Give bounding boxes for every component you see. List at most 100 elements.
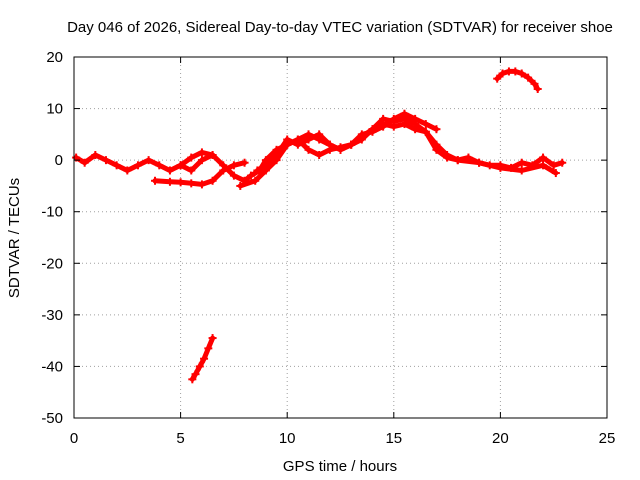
data-point: [524, 73, 533, 82]
data-point: [219, 161, 228, 170]
data-point: [191, 370, 200, 379]
data-point: [229, 161, 238, 170]
y-tick-label: 10: [46, 101, 63, 118]
data-point: [347, 140, 356, 149]
data-point: [558, 158, 567, 167]
data-point: [432, 125, 441, 134]
tick-labels: 0 5 10 15 20 25 -50 -40 -30 -20 -10 0 10 20: [41, 49, 615, 447]
x-tick-label: 25: [599, 430, 616, 447]
data-point: [253, 166, 262, 175]
data-point: [91, 150, 100, 159]
data-point: [133, 161, 142, 170]
data-point: [261, 161, 270, 170]
data-point: [379, 122, 388, 131]
data-point: [200, 354, 209, 363]
x-tick-label: 15: [385, 430, 402, 447]
y-tick-label: -40: [41, 358, 63, 375]
data-point: [80, 158, 89, 167]
data-point: [511, 67, 520, 76]
data-point: [101, 156, 110, 165]
data-point: [411, 125, 420, 134]
data-point: [498, 69, 507, 78]
data-point: [325, 140, 334, 149]
data-point: [368, 127, 377, 136]
y-axis-label: SDTVAR / TECUs: [6, 178, 23, 298]
data-point: [517, 69, 526, 78]
data-point: [453, 156, 462, 165]
data-point: [533, 84, 542, 93]
data-point: [539, 153, 548, 162]
y-tick-label: -50: [41, 410, 63, 427]
data-point: [197, 156, 206, 165]
data-point: [197, 148, 206, 157]
x-tick-label: 0: [70, 430, 78, 447]
chart-title: Day 046 of 2026, Sidereal Day-to-day VTE…: [67, 19, 613, 36]
data-point: [389, 122, 398, 131]
y-tick-label: 20: [46, 49, 63, 66]
data-point: [551, 169, 560, 178]
data-point: [530, 79, 539, 88]
data-point: [112, 161, 121, 170]
data-point: [336, 145, 345, 154]
data-point: [236, 181, 245, 190]
series-layer: [72, 67, 567, 384]
data-point: [293, 140, 302, 149]
data-point: [432, 145, 441, 154]
data-point: [165, 177, 174, 186]
y-tick-label: -30: [41, 307, 63, 324]
data-point: [176, 178, 185, 187]
data-point: [187, 179, 196, 188]
data-point: [493, 74, 502, 83]
data-point: [315, 130, 324, 139]
x-tick-label: 10: [279, 430, 296, 447]
data-point: [246, 171, 255, 180]
data-point: [240, 158, 249, 167]
data-point: [443, 153, 452, 162]
data-point: [539, 161, 548, 170]
data-point: [197, 180, 206, 189]
data-point: [144, 156, 153, 165]
y-tick-label: 0: [55, 152, 63, 169]
data-point: [400, 109, 409, 118]
data-point: [204, 344, 213, 353]
data-point: [496, 163, 505, 172]
data-point: [188, 375, 197, 384]
y-tick-label: -20: [41, 255, 63, 272]
data-point: [357, 130, 366, 139]
data-point: [549, 161, 558, 170]
x-axis-label: GPS time / hours: [283, 458, 397, 475]
data-point: [411, 114, 420, 123]
data-point: [208, 334, 217, 343]
data-point: [283, 135, 292, 144]
data-point: [208, 176, 217, 185]
x-tick-label: 5: [176, 430, 184, 447]
ticks: [73, 56, 608, 419]
data-point: [165, 166, 174, 175]
x-tick-label: 20: [492, 430, 509, 447]
data-point: [176, 161, 185, 170]
data-point: [315, 150, 324, 159]
data-point: [251, 176, 260, 185]
data-point: [155, 161, 164, 170]
data-point: [421, 127, 430, 136]
y-tick-label: -10: [41, 204, 63, 221]
data-point: [187, 166, 196, 175]
data-point: [272, 150, 281, 159]
data-point: [421, 120, 430, 129]
data-point: [304, 135, 313, 144]
data-point: [389, 114, 398, 123]
data-point: [229, 171, 238, 180]
data-point: [187, 153, 196, 162]
data-point: [517, 166, 526, 175]
plot-frame: [73, 56, 608, 419]
data-point: [475, 158, 484, 167]
data-point: [304, 145, 313, 154]
data-point: [208, 150, 217, 159]
grid: [74, 57, 607, 418]
data-point: [123, 166, 132, 175]
data-point: [400, 120, 409, 129]
data-point: [151, 176, 160, 185]
data-point: [195, 362, 204, 371]
data-point: [517, 158, 526, 167]
